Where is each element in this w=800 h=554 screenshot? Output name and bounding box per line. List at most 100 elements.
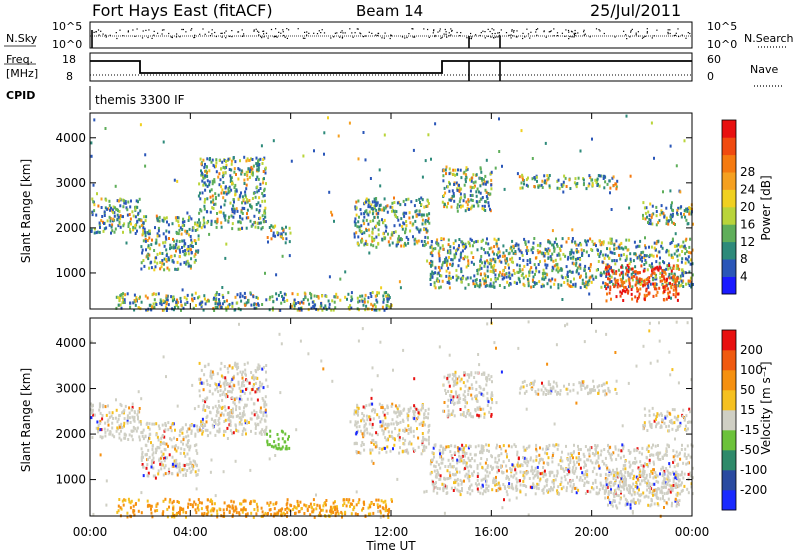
scatter-cell — [546, 273, 549, 277]
scatter-cell — [164, 422, 167, 425]
scatter-cell — [513, 443, 516, 447]
scatter-cell — [190, 431, 193, 435]
scatter-cell — [411, 215, 414, 219]
scatter-cell — [642, 491, 645, 495]
scatter-cell — [576, 250, 578, 254]
scatter-cell — [553, 247, 556, 251]
scatter-cell — [140, 458, 143, 462]
scatter-cell — [631, 278, 634, 282]
scatter-cell — [566, 282, 569, 286]
scatter-cell — [377, 211, 380, 215]
scatter-cell — [183, 220, 186, 224]
scatter-cell — [483, 248, 485, 252]
scatter-cell — [146, 421, 149, 425]
scatter-cell — [293, 301, 296, 305]
scatter-cell — [232, 207, 235, 211]
scatter-cell — [261, 162, 264, 165]
scatter-cell — [390, 422, 393, 426]
scatter-cell — [490, 265, 493, 269]
scatter-cell — [647, 278, 650, 282]
scatter-cell — [218, 427, 221, 431]
scatter-cell — [221, 302, 224, 306]
scatter-cell — [676, 254, 679, 258]
scatter-cell — [228, 411, 231, 415]
scatter-cell — [360, 212, 363, 216]
scatter-cell — [680, 205, 683, 209]
scatter-cell — [150, 465, 153, 469]
scatter-cell — [450, 205, 453, 209]
scatter-cell — [663, 289, 666, 293]
scatter-cell — [634, 461, 637, 465]
scatter-cell — [357, 199, 360, 203]
scatter-cell — [676, 277, 679, 281]
scatter-cell — [182, 442, 184, 446]
scatter-cell — [591, 274, 594, 278]
scatter-cell — [236, 414, 239, 418]
noise-point — [127, 30, 129, 32]
scatter-cell — [449, 276, 452, 280]
scatter-cell — [557, 252, 560, 256]
scatter-cell — [178, 248, 181, 252]
scatter-cell — [188, 247, 191, 251]
scatter-cell — [645, 254, 648, 258]
scatter-cell — [373, 410, 376, 414]
scatter-cell — [280, 301, 283, 305]
scatter-cell — [401, 418, 404, 422]
scatter-cell — [332, 308, 335, 312]
scatter-cell — [646, 268, 649, 272]
scatter-cell — [672, 264, 675, 268]
scatter-cell — [382, 298, 385, 302]
scatter-cell — [686, 258, 689, 262]
scatter-cell — [480, 478, 483, 482]
scatter-cell — [598, 466, 601, 470]
scatter-cell — [553, 474, 556, 478]
scatter-cell — [536, 470, 539, 474]
scatter-cell — [164, 428, 167, 432]
scatter-cell — [259, 406, 262, 410]
scatter-cell — [381, 404, 384, 408]
scatter-cell — [103, 210, 106, 214]
scatter-cell — [237, 227, 240, 231]
scatter-cell — [519, 186, 522, 190]
scatter-cell — [581, 253, 584, 257]
scatter-cell — [161, 259, 164, 262]
scatter-cell — [509, 257, 512, 261]
scatter-cell — [176, 179, 179, 183]
scatter-cell — [99, 422, 102, 425]
scatter-cell — [493, 245, 496, 249]
noise-point — [651, 37, 653, 39]
scatter-cell — [163, 456, 166, 460]
scatter-cell — [568, 466, 571, 470]
scatter-cell — [526, 259, 529, 263]
scatter-cell — [444, 191, 447, 195]
scatter-cell — [490, 170, 493, 174]
scatter-cell — [597, 454, 600, 458]
scatter-cell — [218, 416, 221, 420]
scatter-cell — [241, 389, 244, 393]
scatter-cell — [199, 301, 202, 305]
scatter-cell — [354, 223, 357, 227]
scatter-cell — [231, 305, 234, 308]
scatter-cell — [464, 246, 466, 250]
scatter-cell — [131, 415, 134, 419]
scatter-cell — [400, 411, 403, 415]
scatter-cell — [635, 483, 638, 487]
scatter-cell — [455, 274, 458, 278]
scatter-cell — [532, 241, 535, 245]
scatter-cell — [218, 298, 220, 302]
noise-point — [228, 35, 231, 37]
scatter-cell — [327, 299, 330, 303]
scatter-cell — [638, 271, 641, 275]
scatter-cell — [233, 186, 236, 189]
scatter-cell — [128, 213, 131, 216]
scatter-cell — [257, 189, 260, 193]
scatter-cell — [356, 411, 359, 415]
scatter-cell — [214, 302, 217, 306]
scatter-cell — [363, 212, 366, 215]
scatter-cell — [588, 174, 591, 178]
scatter-cell — [566, 279, 569, 283]
scatter-cell — [597, 248, 599, 252]
scatter-cell — [201, 417, 204, 421]
scatter-cell — [451, 189, 454, 193]
scatter-cell — [460, 251, 463, 255]
